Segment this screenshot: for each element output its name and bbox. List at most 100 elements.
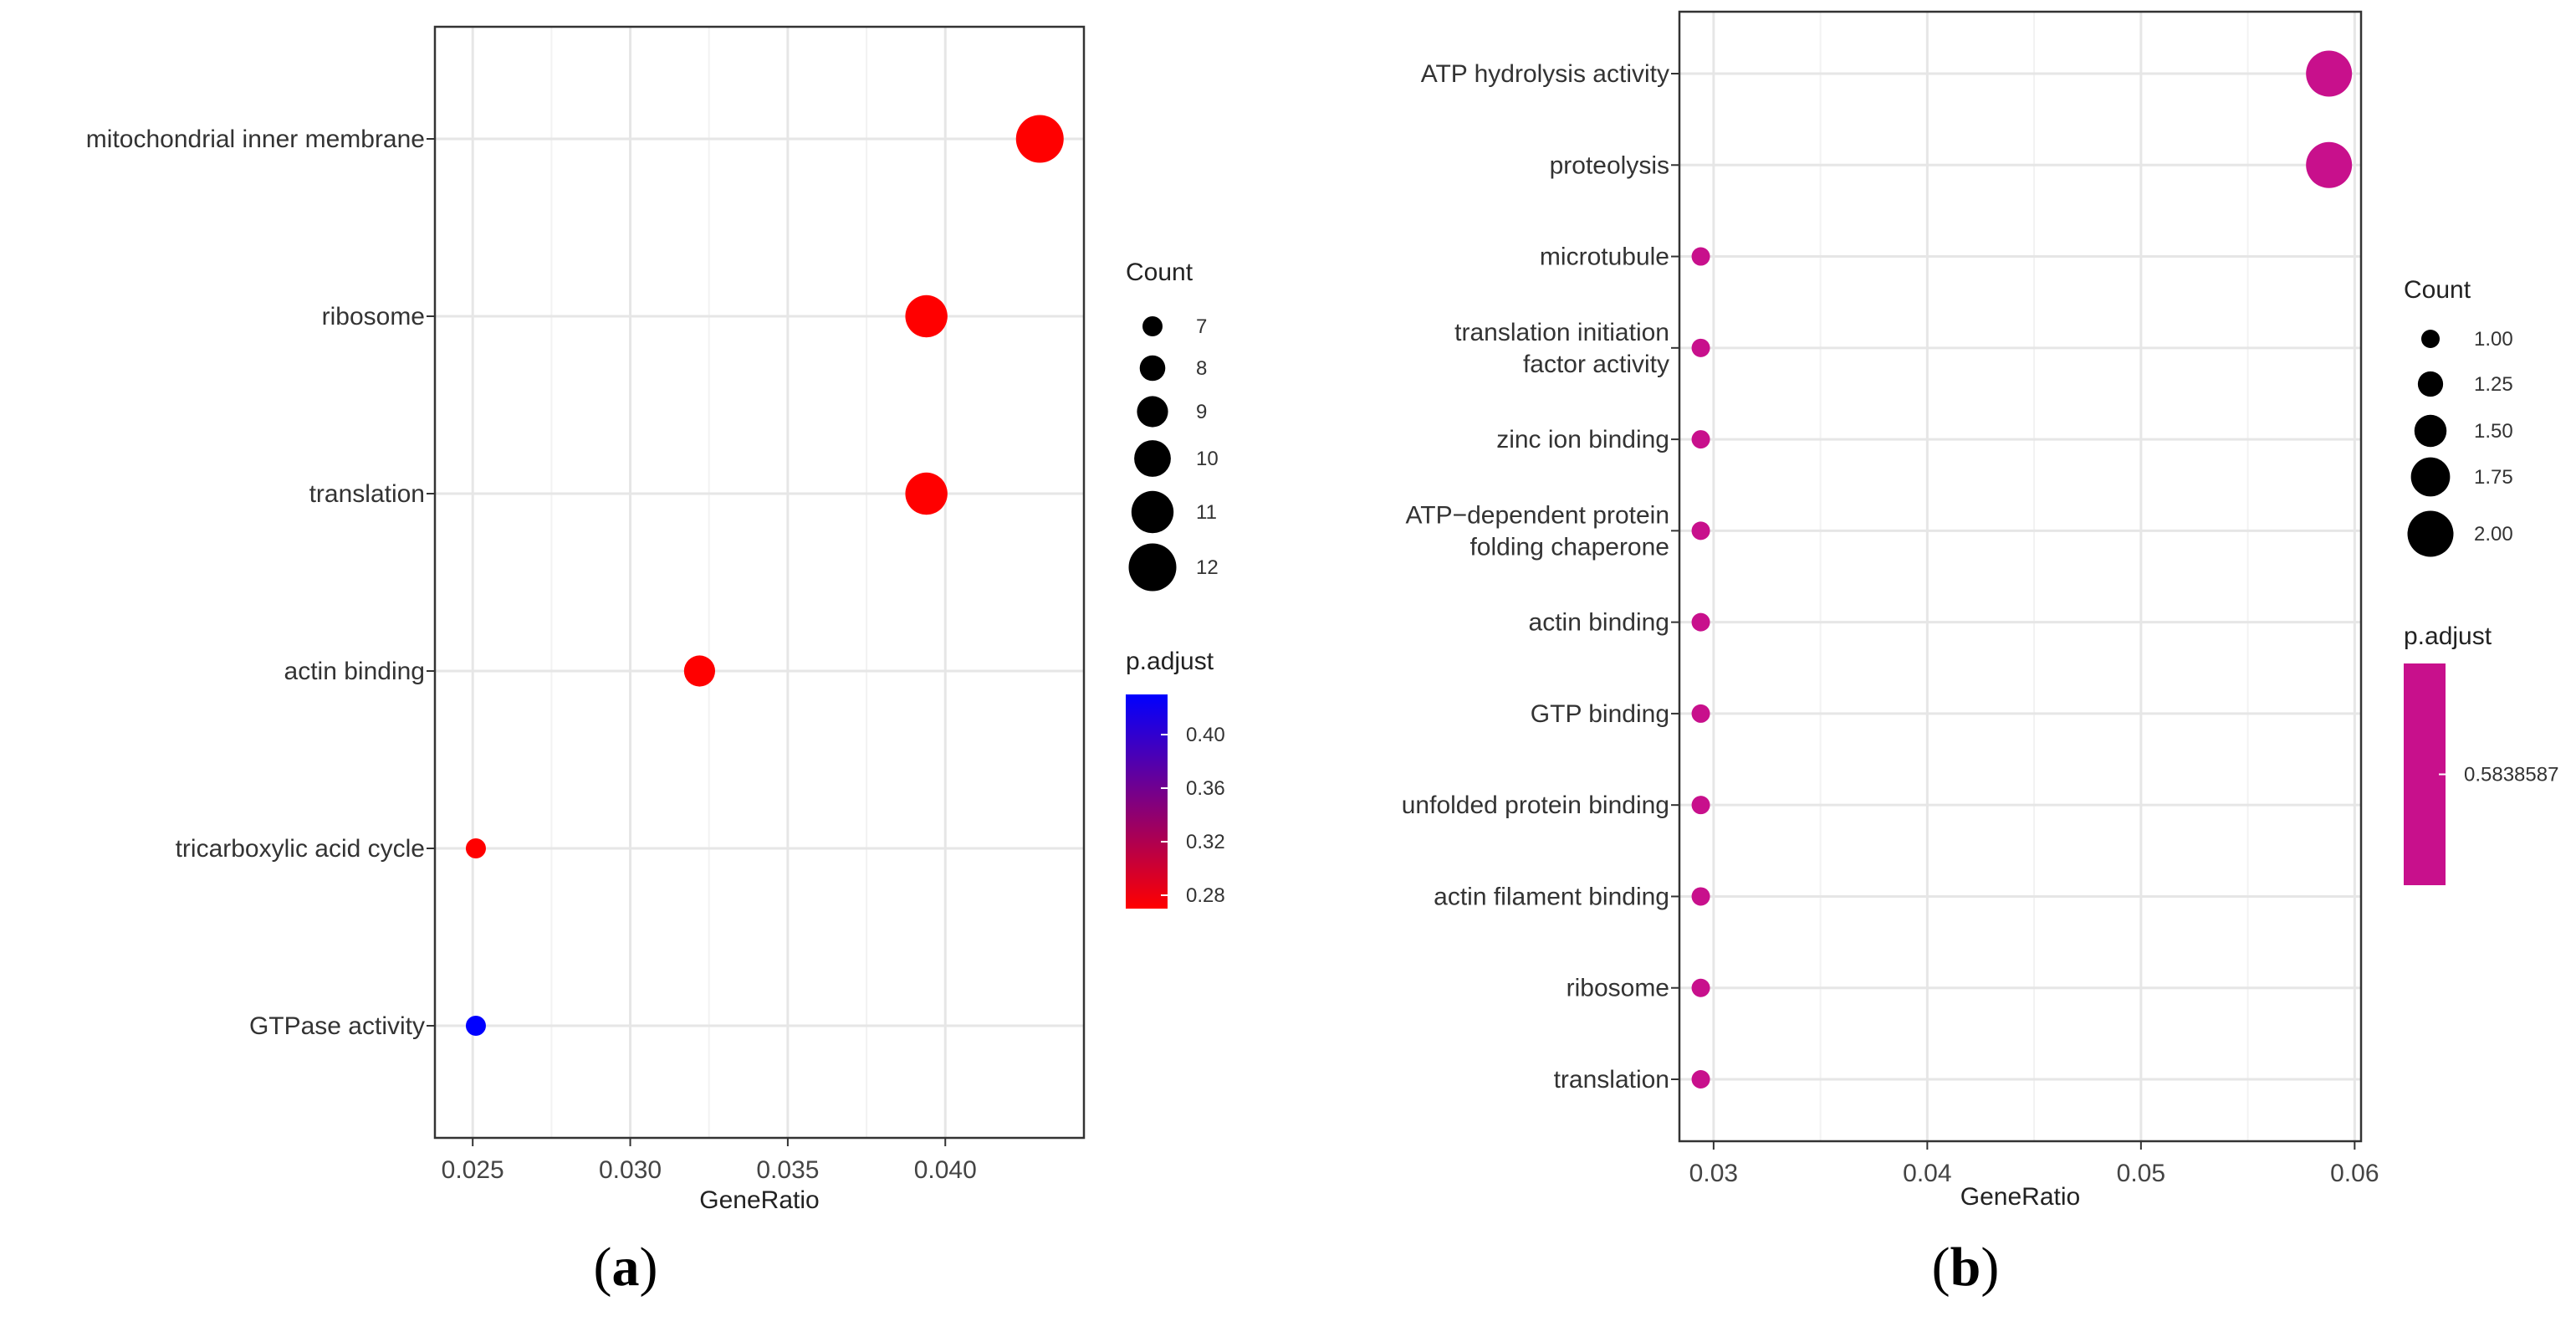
y-tick-label-line: GTP binding	[1531, 700, 1669, 728]
panel-label: (b)	[1932, 1237, 2000, 1298]
y-tick-label: tricarboxylic acid cycle	[176, 835, 425, 863]
data-point	[1015, 115, 1064, 163]
panel-label-letter: b	[1950, 1237, 1981, 1298]
size-legend-label: 1.50	[2474, 420, 2513, 443]
plot-border	[433, 25, 1086, 1140]
y-tick-label: translation	[309, 480, 425, 508]
panel-label: (a)	[594, 1237, 658, 1298]
size-legend-label: 7	[1196, 315, 1207, 338]
y-tick-label-line: translation	[1554, 1066, 1669, 1094]
y-tick-label: translation initiation factor activity	[1454, 319, 1669, 378]
data-point	[905, 472, 948, 515]
x-axis-title: GeneRatio	[1960, 1183, 2080, 1211]
y-tick-label-line: translation initiation	[1454, 319, 1669, 346]
size-legend-label: 2.00	[2474, 523, 2513, 546]
y-tick-label: actin filament binding	[1434, 883, 1669, 910]
y-tick-label-line: actin binding	[1529, 609, 1669, 637]
color-legend-label: 0.32	[1186, 831, 1225, 853]
y-tick-label: GTPase activity	[249, 1012, 425, 1040]
color-legend-title: p.adjust	[1126, 648, 1214, 675]
size-legend-key	[2414, 414, 2447, 448]
size-legend-label: 1.75	[2474, 466, 2513, 489]
color-legend-label: 0.40	[1186, 724, 1225, 746]
size-legend-key	[2407, 510, 2454, 557]
x-tick-label: 0.06	[2330, 1160, 2379, 1187]
size-legend-label: 10	[1196, 448, 1219, 470]
data-point	[1691, 247, 1710, 266]
panel-label-close-paren: )	[1981, 1237, 1999, 1298]
y-tick-label-line: zinc ion binding	[1496, 426, 1669, 453]
x-tick-label: 0.04	[1903, 1160, 1951, 1187]
size-legend-key	[1142, 316, 1163, 336]
y-tick-label-line: microtubule	[1540, 243, 1669, 271]
data-point	[1691, 887, 1710, 906]
size-legend-label: 1.25	[2474, 373, 2513, 396]
y-tick-label: actin binding	[1529, 609, 1669, 637]
size-legend-label: 12	[1196, 556, 1219, 579]
y-tick-label: actin binding	[284, 658, 425, 685]
size-legend-key	[1131, 490, 1174, 534]
y-tick-label: ATP hydrolysis activity	[1421, 60, 1669, 88]
size-legend-title: Count	[1126, 259, 1193, 286]
x-tick-label: 0.030	[599, 1156, 662, 1184]
y-tick-label-line: ATP−dependent protein	[1405, 501, 1669, 529]
size-legend-key	[2417, 371, 2444, 397]
color-legend-label: 0.36	[1186, 777, 1225, 800]
panel-label-letter: a	[612, 1237, 640, 1298]
data-point	[465, 838, 486, 858]
size-legend-key	[2410, 457, 2451, 497]
data-point	[2306, 141, 2353, 188]
y-tick-label-line: ribosome	[322, 303, 425, 330]
y-tick-label-line: proteolysis	[1550, 151, 1669, 179]
size-legend-key	[1137, 396, 1168, 428]
color-legend-label: 0.5838587	[2464, 764, 2558, 786]
y-tick-label-line: mitochondrial inner membrane	[86, 126, 425, 153]
panel-label-open-paren: (	[594, 1237, 612, 1298]
color-legend-bar	[2404, 663, 2446, 885]
y-tick-label-line: GTPase activity	[249, 1012, 425, 1040]
color-legend-title: p.adjust	[2404, 622, 2492, 650]
y-tick-label-line: ATP hydrolysis activity	[1421, 60, 1669, 88]
data-point	[1691, 521, 1710, 540]
y-tick-label-line: actin binding	[284, 658, 425, 685]
y-tick-label-line: factor activity	[1523, 351, 1669, 378]
color-legend-bar	[1126, 694, 1168, 909]
x-tick-label: 0.040	[914, 1156, 977, 1184]
panel-b: 0.03 0.04 0.05 0.06 ATP hydrolysis activity p…	[1402, 10, 2558, 1298]
y-tick-label: unfolded protein binding	[1402, 791, 1669, 819]
x-tick-label: 0.03	[1689, 1160, 1738, 1187]
data-point	[1691, 978, 1710, 997]
x-tick-label: 0.025	[442, 1156, 504, 1184]
data-point	[1691, 612, 1710, 632]
data-point	[1691, 430, 1710, 449]
size-legend-label: 9	[1196, 401, 1207, 423]
panel-label-open-paren: (	[1932, 1237, 1950, 1298]
y-tick-label: mitochondrial inner membrane	[86, 126, 425, 153]
y-tick-label: GTP binding	[1531, 700, 1669, 728]
x-tick-label: 0.05	[2117, 1160, 2165, 1187]
y-tick-label: ATP−dependent protein folding chaperone	[1405, 501, 1669, 561]
y-tick-label-line: folding chaperone	[1469, 533, 1669, 561]
x-axis-title: GeneRatio	[699, 1186, 819, 1214]
size-legend-label: 11	[1196, 501, 1217, 524]
size-legend-key	[1128, 543, 1177, 592]
plot-border	[1678, 10, 2363, 1143]
y-tick-label-line: unfolded protein binding	[1402, 791, 1669, 819]
y-tick-label: zinc ion binding	[1496, 426, 1669, 453]
y-tick-label: ribosome	[322, 303, 425, 330]
size-legend-key	[1139, 355, 1166, 382]
data-point	[683, 655, 716, 687]
size-legend-title: Count	[2404, 276, 2471, 304]
y-tick-label-line: translation	[309, 480, 425, 508]
y-tick-label-line: ribosome	[1567, 975, 1669, 1002]
y-tick-label: proteolysis	[1550, 151, 1669, 179]
y-tick-label: ribosome	[1567, 975, 1669, 1002]
y-tick-label: translation	[1554, 1066, 1669, 1094]
size-legend-key	[1134, 440, 1171, 477]
data-point	[905, 295, 948, 338]
color-legend-label: 0.28	[1186, 884, 1225, 907]
size-legend-label: 1.00	[2474, 328, 2513, 351]
y-tick-label-line: tricarboxylic acid cycle	[176, 835, 425, 863]
data-point	[1691, 338, 1710, 357]
